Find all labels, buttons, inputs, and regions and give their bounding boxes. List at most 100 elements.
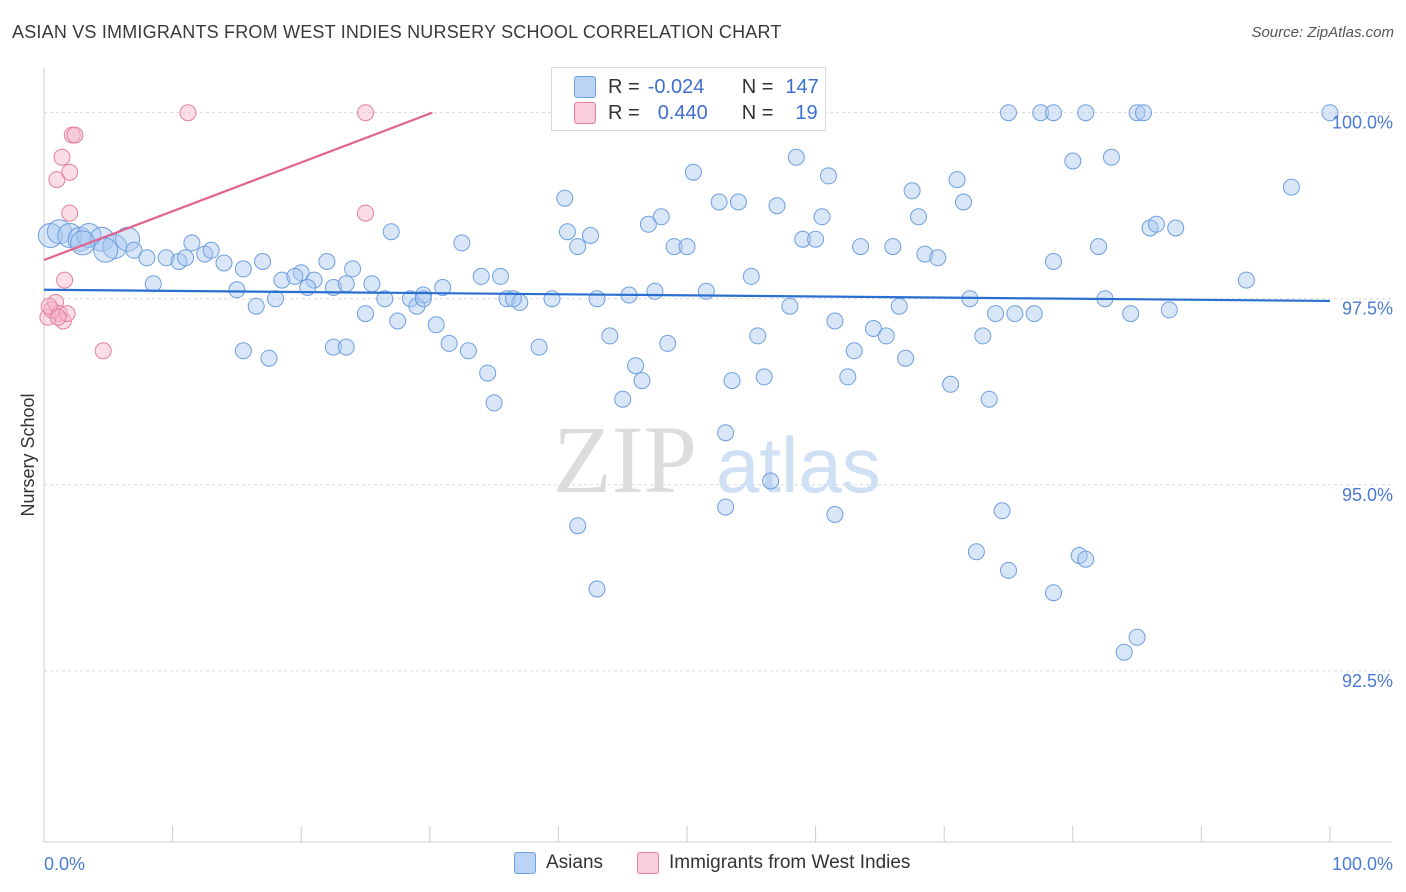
asian-point bbox=[286, 267, 304, 285]
asian-point bbox=[318, 253, 336, 270]
chart-title: ASIAN VS IMMIGRANTS FROM WEST INDIES NUR… bbox=[12, 22, 782, 42]
asian-point bbox=[1102, 148, 1120, 166]
asian-point bbox=[781, 297, 799, 315]
n-value-west-indies: 19 bbox=[795, 101, 818, 124]
legend-row-west-indies: R = 0.440 N = 19 bbox=[574, 100, 818, 126]
r-value-asians: -0.024 bbox=[647, 75, 705, 98]
asian-point bbox=[627, 357, 645, 375]
asian-point bbox=[1115, 643, 1133, 661]
asian-point bbox=[762, 472, 780, 490]
asian-point bbox=[942, 375, 960, 393]
asian-point bbox=[93, 237, 119, 263]
asian-point bbox=[697, 282, 715, 300]
asian-point bbox=[826, 506, 844, 523]
asian-point bbox=[717, 498, 735, 516]
asian-point bbox=[652, 208, 670, 226]
west-indies-point bbox=[61, 163, 79, 181]
west-indies-trend-line bbox=[43, 111, 433, 262]
asian-point bbox=[1000, 561, 1017, 579]
asian-point bbox=[845, 342, 863, 360]
asian-point bbox=[228, 281, 246, 299]
asian-point bbox=[980, 390, 998, 408]
bottom-swatch-west-indies bbox=[637, 852, 659, 874]
asian-point bbox=[852, 238, 870, 256]
asian-point bbox=[948, 171, 966, 189]
asian-point bbox=[234, 260, 252, 278]
asian-point bbox=[234, 342, 252, 360]
asian-point bbox=[324, 338, 342, 356]
asian-point bbox=[588, 580, 606, 598]
asian-point bbox=[569, 517, 587, 535]
n-value-asians: 147 bbox=[785, 75, 819, 98]
asian-point bbox=[530, 338, 548, 356]
asian-point bbox=[659, 334, 677, 352]
y-tick-label: 95.0% bbox=[1342, 485, 1393, 505]
asian-point bbox=[57, 223, 83, 248]
asian-point bbox=[1282, 178, 1300, 196]
asian-point bbox=[70, 230, 96, 256]
asian-point bbox=[337, 275, 355, 293]
asian-point bbox=[144, 275, 162, 293]
asian-point bbox=[267, 290, 284, 308]
asian-point bbox=[794, 230, 812, 248]
asian-point bbox=[1135, 104, 1152, 122]
west-indies-point bbox=[61, 204, 79, 222]
asian-point bbox=[1128, 104, 1146, 122]
asian-point bbox=[839, 368, 857, 386]
asian-point bbox=[1128, 628, 1146, 646]
asian-point bbox=[665, 238, 683, 256]
legend-row-asians: R = -0.024 N = 147 bbox=[574, 74, 819, 100]
asian-point bbox=[826, 312, 844, 330]
r-value-west-indies: 0.440 bbox=[657, 101, 708, 124]
asian-point bbox=[890, 297, 908, 315]
asian-point bbox=[260, 349, 278, 367]
asian-point bbox=[639, 215, 657, 233]
tick-labels: 100.0% 97.5% 95.0% 92.5% 0.0% 100.0% bbox=[44, 113, 1393, 874]
asian-point bbox=[820, 167, 837, 185]
bottom-label-west-indies: Immigrants from West Indies bbox=[669, 852, 911, 873]
asian-point bbox=[569, 238, 587, 256]
asian-point bbox=[1077, 550, 1095, 568]
asian-point bbox=[684, 163, 702, 181]
asian-point bbox=[710, 193, 728, 211]
asian-point bbox=[363, 275, 381, 293]
asian-point bbox=[742, 267, 760, 285]
asian-point bbox=[1147, 215, 1165, 233]
x-tick-label-max: 100.0% bbox=[1332, 854, 1393, 874]
asian-point bbox=[768, 197, 786, 215]
legend-swatch-asians bbox=[574, 76, 596, 98]
data-points bbox=[37, 104, 1339, 661]
n-label: N = bbox=[741, 101, 774, 124]
asian-point bbox=[247, 297, 265, 315]
asian-point bbox=[215, 254, 233, 272]
asian-point bbox=[1090, 238, 1107, 256]
asian-point bbox=[389, 312, 407, 330]
asian-point bbox=[723, 372, 741, 390]
asian-point bbox=[1025, 305, 1043, 323]
asian-point bbox=[382, 223, 400, 241]
asian-point bbox=[865, 320, 882, 337]
bottom-legend-west-indies: Immigrants from West Indies bbox=[637, 852, 910, 874]
asian-point bbox=[916, 245, 934, 263]
r-label: R = bbox=[608, 75, 640, 98]
asian-point bbox=[897, 349, 915, 367]
stats-legend: R = -0.024 N = 147 R = 0.440 N = 19 bbox=[551, 67, 826, 131]
axes bbox=[43, 68, 1392, 843]
west-indies-point bbox=[40, 297, 58, 315]
y-tick-label: 92.5% bbox=[1342, 671, 1393, 691]
asian-point bbox=[1160, 301, 1178, 319]
trend-lines bbox=[43, 111, 1331, 303]
west-indies-point bbox=[66, 126, 84, 144]
asian-point bbox=[485, 394, 503, 412]
asian-point bbox=[434, 279, 452, 296]
bottom-legend-asians: Asians bbox=[514, 852, 603, 874]
west-indies-point bbox=[179, 104, 197, 122]
asian-point bbox=[427, 316, 445, 334]
asian-point bbox=[125, 241, 143, 259]
asian-point bbox=[183, 234, 201, 252]
y-tick-label: 100.0% bbox=[1332, 113, 1393, 133]
watermark-zip: ZIP bbox=[553, 406, 697, 513]
asian-point bbox=[884, 238, 902, 256]
asian-point bbox=[729, 193, 747, 211]
asian-point bbox=[749, 327, 767, 345]
